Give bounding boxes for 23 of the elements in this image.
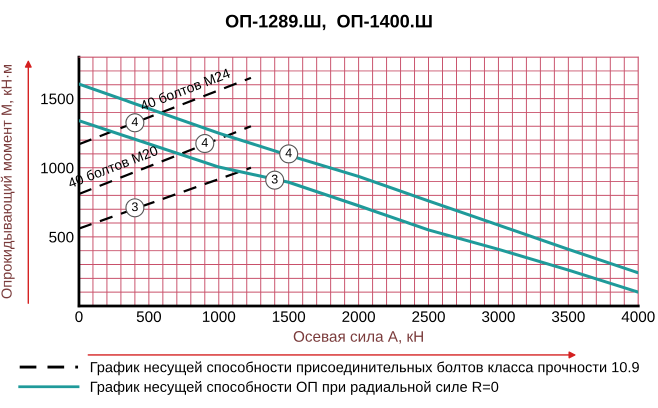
legend-label: График несущей способности присоединительных болтов класса прочности 10.9	[90, 361, 639, 376]
x-tick-label: 500	[136, 311, 162, 322]
x-tick-label: 1000	[202, 311, 236, 322]
y-axis-title: Опрокидывающий момент М, кН·м	[0, 65, 15, 298]
chart-title: ОП-1289.Ш, ОП-1400.Ш	[226, 14, 432, 30]
y-tick-label: 1500	[41, 93, 74, 104]
y-tick-label: 1000	[41, 162, 74, 174]
x-tick-label: 2000	[342, 311, 376, 322]
legend-label: График несущей способности ОП при радиальной силе R=0	[90, 381, 498, 395]
x-axis-title: Осевая сила А, кН	[294, 331, 423, 344]
x-tick-label: 4000	[622, 311, 655, 322]
x-tick-label: 3000	[482, 311, 515, 322]
annotation: 4	[132, 117, 138, 126]
x-tick-label: 3500	[552, 311, 585, 322]
y-tick-label: 500	[49, 232, 74, 243]
annotation: 3	[132, 202, 138, 212]
annotation: 3	[272, 174, 278, 184]
x-tick-label: 2500	[412, 311, 445, 322]
annotation: 40 болтов М24	[139, 68, 231, 111]
annotation: 4	[286, 148, 292, 158]
x-tick-label: 1500	[272, 311, 306, 322]
x-tick-label: 0	[75, 311, 83, 322]
annotation: 4	[202, 138, 208, 147]
